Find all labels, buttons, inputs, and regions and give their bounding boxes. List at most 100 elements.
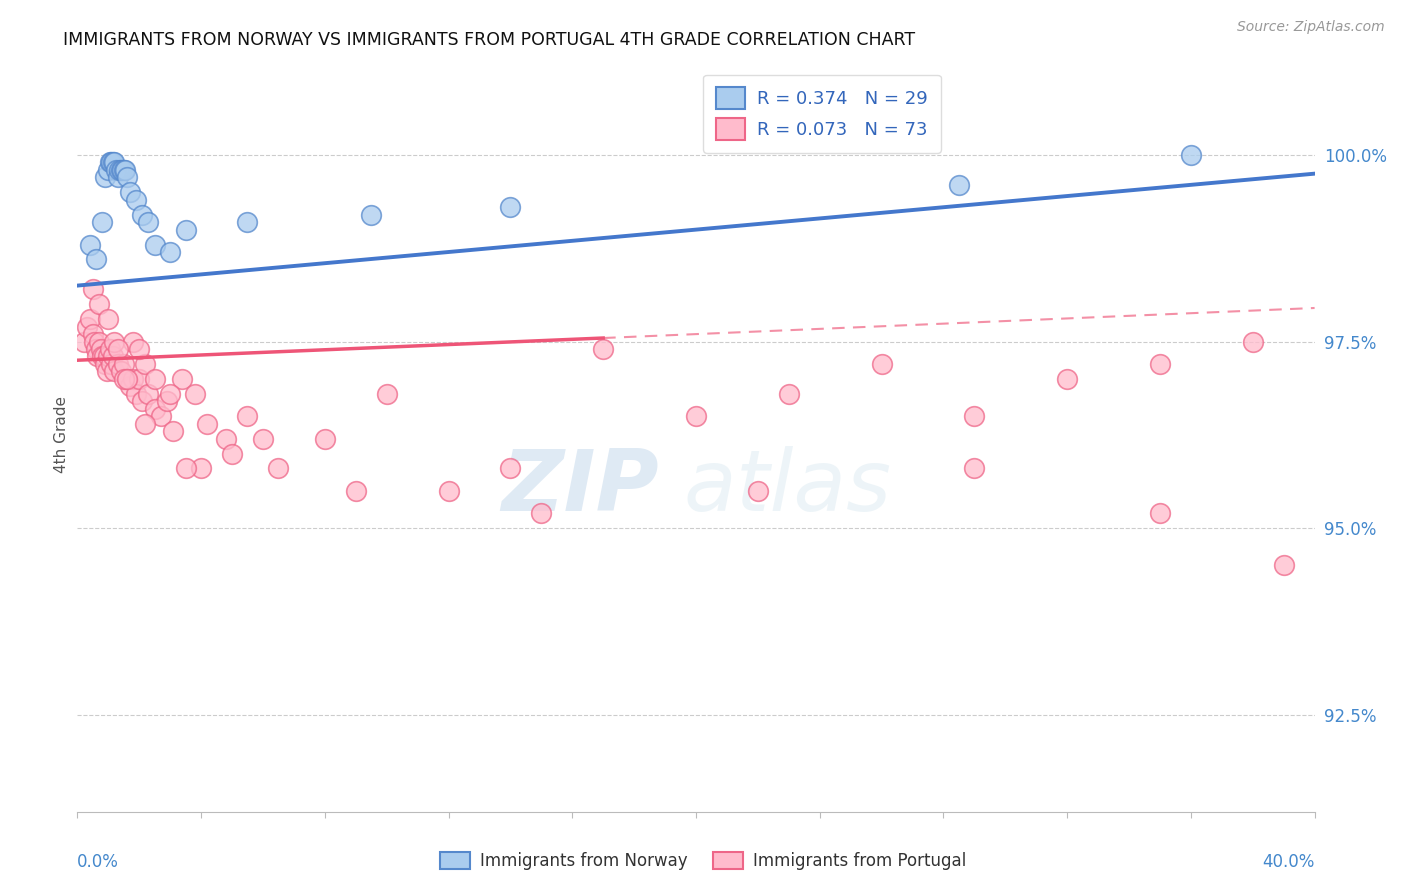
Point xyxy=(685,409,707,424)
Point xyxy=(84,342,107,356)
Point xyxy=(82,327,104,342)
Point xyxy=(93,350,115,364)
Point xyxy=(252,432,274,446)
Point xyxy=(101,350,124,364)
Point xyxy=(375,386,398,401)
Text: ZIP: ZIP xyxy=(501,446,659,529)
Point xyxy=(100,357,122,371)
Point xyxy=(107,357,129,371)
Point xyxy=(131,208,153,222)
Point xyxy=(143,237,166,252)
Point xyxy=(79,237,101,252)
Point xyxy=(98,342,121,356)
Point xyxy=(174,461,197,475)
Point xyxy=(83,334,105,349)
Point xyxy=(1272,558,1295,573)
Point xyxy=(98,155,121,169)
Point xyxy=(1149,506,1171,520)
Point xyxy=(174,222,197,236)
Text: Source: ZipAtlas.com: Source: ZipAtlas.com xyxy=(1237,20,1385,34)
Point xyxy=(128,342,150,356)
Point xyxy=(111,162,134,177)
Point xyxy=(138,215,160,229)
Text: IMMIGRANTS FROM NORWAY VS IMMIGRANTS FROM PORTUGAL 4TH GRADE CORRELATION CHART: IMMIGRANTS FROM NORWAY VS IMMIGRANTS FRO… xyxy=(63,31,915,49)
Point xyxy=(118,186,141,200)
Point xyxy=(156,394,179,409)
Point xyxy=(90,342,111,356)
Legend: Immigrants from Norway, Immigrants from Portugal: Immigrants from Norway, Immigrants from … xyxy=(433,845,973,877)
Point xyxy=(108,162,131,177)
Point xyxy=(499,200,522,214)
Point xyxy=(1241,334,1264,349)
Point xyxy=(115,372,138,386)
Point xyxy=(72,334,94,349)
Point xyxy=(344,483,367,498)
Point xyxy=(870,357,893,371)
Point xyxy=(134,417,156,431)
Point xyxy=(143,401,166,416)
Point xyxy=(101,155,124,169)
Point xyxy=(592,342,614,356)
Point xyxy=(115,170,138,185)
Point xyxy=(190,461,212,475)
Point xyxy=(84,252,107,267)
Point xyxy=(91,215,114,229)
Point xyxy=(110,162,132,177)
Point xyxy=(195,417,218,431)
Point xyxy=(115,372,138,386)
Point xyxy=(162,424,184,438)
Point xyxy=(103,334,125,349)
Point xyxy=(530,506,553,520)
Text: 0.0%: 0.0% xyxy=(77,853,120,871)
Point xyxy=(82,282,104,296)
Point xyxy=(1056,372,1078,386)
Legend: R = 0.374   N = 29, R = 0.073   N = 73: R = 0.374 N = 29, R = 0.073 N = 73 xyxy=(703,75,941,153)
Point xyxy=(122,334,145,349)
Point xyxy=(112,357,135,371)
Point xyxy=(96,364,118,378)
Point xyxy=(1180,148,1202,162)
Point xyxy=(107,342,129,356)
Point xyxy=(103,155,125,169)
Point xyxy=(94,357,117,371)
Point xyxy=(112,162,135,177)
Point xyxy=(125,193,148,207)
Point xyxy=(360,208,382,222)
Point xyxy=(107,170,129,185)
Point xyxy=(110,364,132,378)
Point xyxy=(100,155,122,169)
Point xyxy=(97,312,120,326)
Point xyxy=(778,386,800,401)
Point xyxy=(236,409,259,424)
Point xyxy=(1149,357,1171,371)
Point xyxy=(97,162,120,177)
Point xyxy=(747,483,769,498)
Point xyxy=(105,162,127,177)
Point xyxy=(76,319,98,334)
Point xyxy=(79,312,101,326)
Y-axis label: 4th Grade: 4th Grade xyxy=(53,396,69,474)
Point xyxy=(97,350,120,364)
Point xyxy=(131,394,153,409)
Point xyxy=(114,162,136,177)
Point xyxy=(159,245,181,260)
Point xyxy=(963,461,986,475)
Point xyxy=(236,215,259,229)
Point xyxy=(221,446,243,460)
Text: 40.0%: 40.0% xyxy=(1263,853,1315,871)
Point xyxy=(948,178,970,192)
Point xyxy=(143,372,166,386)
Point xyxy=(103,364,125,378)
Point xyxy=(314,432,336,446)
Point xyxy=(963,409,986,424)
Point xyxy=(91,350,114,364)
Point xyxy=(134,357,156,371)
Point xyxy=(215,432,238,446)
Point xyxy=(87,297,110,311)
Point xyxy=(118,379,141,393)
Text: atlas: atlas xyxy=(683,446,891,529)
Point xyxy=(86,350,108,364)
Point xyxy=(172,372,194,386)
Point xyxy=(138,386,160,401)
Point xyxy=(149,409,172,424)
